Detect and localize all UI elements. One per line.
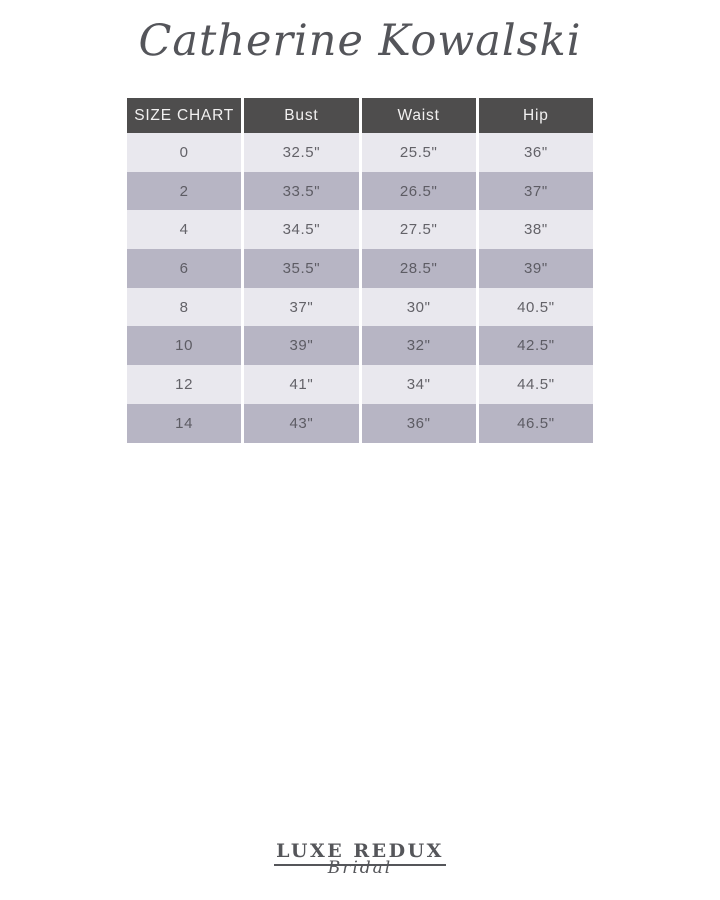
hip-cell: 36": [478, 133, 593, 172]
waist-cell: 28.5": [361, 249, 476, 288]
table-row: 8 37" 30" 40.5": [127, 287, 593, 327]
size-cell: 8: [127, 287, 242, 327]
bust-cell: 41": [244, 365, 359, 404]
designer-title: Catherine Kowalski: [138, 16, 582, 66]
bust-cell: 34.5": [244, 210, 359, 250]
hip-cell: 46.5": [478, 403, 593, 443]
size-cell: 10: [127, 326, 242, 366]
hip-cell: 42.5": [478, 326, 593, 366]
size-chart-table: SIZE CHART Bust Waist Hip 0 32.5" 25.5" …: [127, 98, 593, 443]
size-cell: 4: [127, 210, 242, 250]
bust-cell: 43": [244, 403, 359, 443]
header-hip: Hip: [478, 98, 593, 133]
size-cell: 12: [127, 365, 242, 404]
header-bust: Bust: [244, 98, 359, 133]
waist-cell: 26.5": [361, 171, 476, 211]
table-row: 12 41" 34" 44.5": [127, 365, 593, 404]
waist-cell: 36": [361, 403, 476, 443]
table-row: 10 39" 32" 42.5": [127, 326, 593, 366]
size-cell: 14: [127, 403, 242, 443]
waist-cell: 30": [361, 287, 476, 327]
size-cell: 6: [127, 249, 242, 288]
bust-cell: 37": [244, 287, 359, 327]
header-waist: Waist: [361, 98, 476, 133]
bust-cell: 32.5": [244, 133, 359, 172]
table-row: 14 43" 36" 46.5": [127, 403, 593, 443]
waist-cell: 34": [361, 365, 476, 404]
size-chart-body: 0 32.5" 25.5" 36" 2 33.5" 26.5" 37" 4 34…: [127, 133, 593, 443]
waist-cell: 25.5": [361, 133, 476, 172]
header-size-chart: SIZE CHART: [127, 98, 242, 133]
hip-cell: 38": [478, 210, 593, 250]
table-row: 0 32.5" 25.5" 36": [127, 133, 593, 172]
hip-cell: 39": [478, 249, 593, 288]
hip-cell: 44.5": [478, 365, 593, 404]
hip-cell: 37": [478, 171, 593, 211]
brand-wordmark: LUXE REDUX: [274, 842, 446, 866]
waist-cell: 32": [361, 326, 476, 366]
bust-cell: 39": [244, 326, 359, 366]
footer-logo: LUXE REDUX Bridal: [0, 842, 720, 878]
bust-cell: 33.5": [244, 171, 359, 211]
table-row: 4 34.5" 27.5" 38": [127, 210, 593, 250]
table-row: 6 35.5" 28.5" 39": [127, 249, 593, 288]
brand-sub-wordmark: Bridal: [327, 858, 393, 878]
hip-cell: 40.5": [478, 287, 593, 327]
size-cell: 2: [127, 171, 242, 211]
waist-cell: 27.5": [361, 210, 476, 250]
bust-cell: 35.5": [244, 249, 359, 288]
table-row: 2 33.5" 26.5" 37": [127, 171, 593, 211]
size-cell: 0: [127, 133, 242, 172]
table-header-row: SIZE CHART Bust Waist Hip: [127, 98, 593, 133]
